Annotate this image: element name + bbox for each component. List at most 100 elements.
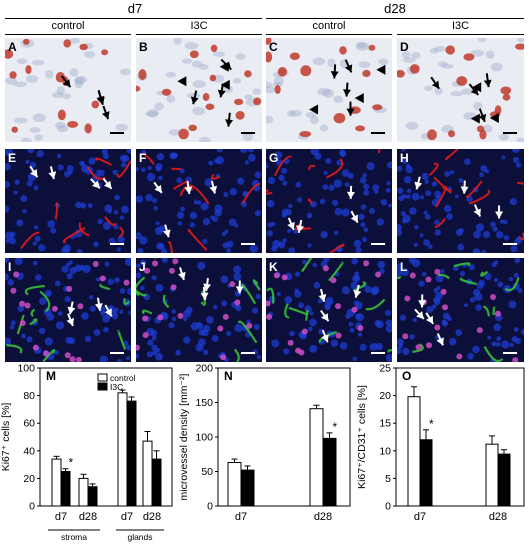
proliferating-nucleus-shape [425, 276, 432, 283]
nucleus-shape [276, 291, 281, 297]
stained-cell-shape [355, 125, 366, 132]
proliferating-nucleus-shape [75, 356, 82, 362]
nucleus-shape [424, 213, 431, 220]
nucleus-shape [413, 242, 419, 247]
nucleus-shape [136, 167, 139, 172]
nucleus-shape [25, 159, 30, 164]
nucleus-shape [294, 288, 299, 293]
nucleus-shape [357, 332, 363, 337]
nucleus-shape [214, 204, 223, 213]
arrow-icon [29, 165, 39, 178]
nucleus-shape [192, 106, 206, 116]
nucleus-shape [490, 221, 496, 228]
tissue-texture [266, 258, 392, 362]
nucleus-shape [57, 164, 64, 171]
nucleus-shape [197, 261, 206, 270]
stained-cell-shape [23, 38, 30, 45]
nucleus-shape [33, 185, 39, 191]
nucleus-shape [79, 160, 85, 166]
nucleus-shape [223, 191, 229, 197]
vessel-shape [433, 176, 452, 194]
nucleus-shape [302, 260, 307, 265]
nucleus-shape [325, 158, 332, 164]
stained-cell-shape [427, 129, 437, 141]
header-d28-underline [266, 18, 524, 19]
nucleus-shape [288, 203, 293, 209]
x-tick-label: d28 [489, 511, 507, 523]
nucleus-shape [74, 75, 88, 84]
nucleus-shape [46, 313, 55, 321]
vessel-shape [453, 262, 471, 268]
vessel-shape [266, 287, 275, 304]
col-label-i3c-d28: I3C [451, 20, 470, 32]
nucleus-shape [427, 244, 433, 250]
proliferating-nucleus-shape [415, 344, 422, 351]
proliferating-nucleus-shape [229, 281, 236, 288]
vessel-shape [274, 155, 292, 177]
stained-cell-shape [409, 64, 420, 74]
vessel-shape [412, 343, 424, 353]
nucleus-shape [34, 235, 41, 242]
vessel-shape [136, 276, 146, 297]
proliferating-nucleus-shape [512, 357, 519, 362]
nucleus-shape [235, 53, 246, 60]
nucleus-shape [421, 172, 429, 180]
nucleus-shape [10, 320, 16, 326]
vessel-shape [210, 173, 221, 180]
nucleus-shape [385, 187, 391, 193]
nucleus-shape [256, 354, 262, 360]
nucleus-shape [334, 207, 343, 216]
bar-control [485, 443, 499, 507]
nucleus-shape [117, 358, 122, 362]
vessel-shape [117, 329, 127, 350]
nucleus-shape [266, 115, 274, 124]
proliferating-nucleus-shape [43, 350, 50, 357]
nucleus-shape [151, 275, 157, 281]
nucleus-shape [309, 310, 314, 316]
nucleus-shape [423, 210, 428, 215]
nucleus-shape [360, 204, 367, 210]
nucleus-shape [87, 203, 93, 209]
nucleus-shape [402, 214, 411, 223]
proliferating-nucleus-shape [335, 303, 342, 310]
stained-cell-shape [9, 71, 17, 79]
stained-cell-shape [445, 45, 455, 55]
x-tick-label: d7 [121, 511, 133, 523]
nucleus-shape [348, 321, 354, 327]
nucleus-shape [463, 303, 469, 308]
nucleus-shape [317, 298, 323, 304]
nucleus-shape [287, 110, 296, 118]
stained-cell-shape [202, 93, 210, 101]
arrow-icon [190, 90, 199, 105]
tissue-texture [5, 258, 131, 362]
nucleus-shape [54, 350, 59, 355]
proliferating-nucleus-shape [10, 287, 17, 294]
nucleus-shape [102, 221, 111, 230]
arrow-icon [495, 205, 504, 219]
nucleus-shape [317, 87, 331, 96]
nucleus-shape [97, 218, 103, 225]
arrow-icon [104, 304, 113, 317]
vessel-shape [483, 305, 490, 317]
stained-cell-shape [289, 52, 300, 60]
nucleus-shape [278, 174, 285, 181]
nucleus-shape [120, 162, 127, 168]
nucleus-shape [96, 169, 101, 174]
arrow-icon [66, 313, 75, 327]
nucleus-shape [423, 239, 430, 246]
nucleus-shape [305, 111, 317, 118]
x-tick-label: d7 [414, 511, 426, 523]
nucleus-shape [168, 129, 181, 136]
bar-i3c [60, 471, 71, 507]
arrow-icon [473, 204, 481, 217]
nucleus-shape [50, 227, 57, 234]
nucleus-shape [333, 179, 342, 188]
nucleus-shape [397, 338, 404, 346]
y-tick-label: 100 [195, 432, 213, 444]
nucleus-shape [380, 198, 388, 206]
nucleus-shape [153, 205, 159, 211]
nucleus-shape [39, 297, 47, 306]
nucleus-shape [372, 184, 380, 192]
nucleus-shape [150, 329, 158, 337]
proliferating-nucleus-shape [287, 339, 294, 346]
